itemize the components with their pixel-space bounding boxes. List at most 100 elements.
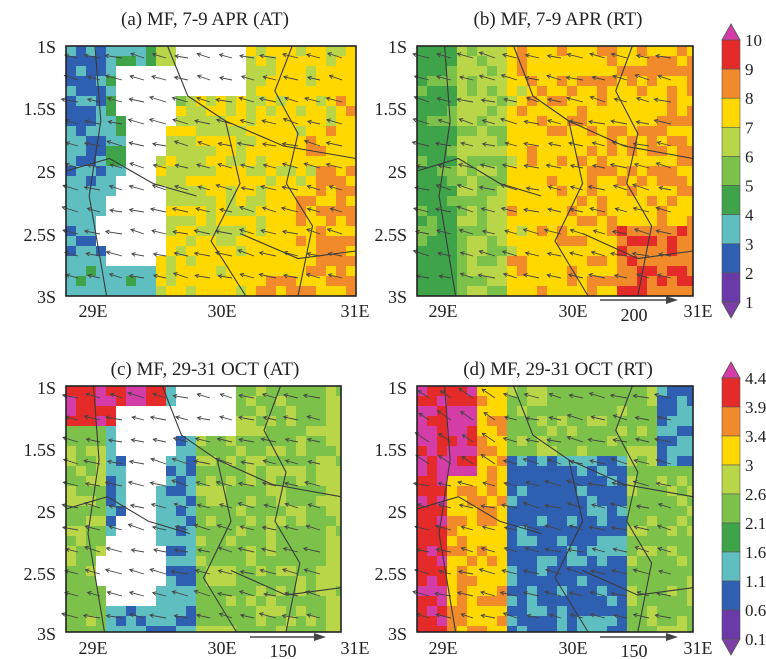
map-cell — [427, 226, 438, 237]
map-cell — [547, 186, 558, 197]
wind-vector — [567, 436, 584, 443]
map-cell — [477, 486, 488, 497]
wind-vector — [305, 591, 321, 597]
wind-vector — [523, 525, 540, 531]
map-cell — [86, 56, 97, 67]
wind-vector — [590, 570, 606, 575]
map-cell — [266, 536, 277, 547]
map-cell — [517, 556, 528, 567]
map-cell — [76, 586, 87, 597]
wind-vector-head — [282, 546, 288, 552]
wind-vector-head — [609, 162, 615, 168]
map-cell — [617, 496, 628, 507]
map-cell — [507, 216, 518, 227]
wind-vector-head — [566, 413, 572, 419]
wind-vector — [570, 208, 584, 213]
wind-vector-head — [589, 569, 595, 574]
map-cell — [296, 286, 307, 297]
map-cell — [116, 606, 127, 617]
map-cell — [467, 66, 478, 77]
map-cell — [156, 256, 167, 267]
map-cell — [266, 76, 277, 87]
map-cell — [276, 156, 287, 167]
wind-vector — [326, 142, 343, 147]
wind-vector — [84, 54, 101, 59]
map-cell — [226, 106, 237, 117]
map-cell — [106, 266, 117, 277]
map-cell — [316, 276, 327, 287]
map-cell — [76, 556, 87, 567]
map-cell — [587, 556, 598, 567]
wind-vector — [591, 416, 606, 421]
map-cell — [617, 276, 628, 287]
wind-vector — [503, 612, 518, 619]
map-cell — [607, 216, 618, 227]
wind-vector — [634, 459, 650, 465]
map-cell — [687, 56, 694, 67]
wind-vector-head — [173, 140, 179, 145]
wind-vector — [459, 76, 474, 81]
wind-vector — [215, 99, 233, 103]
wind-vector-head — [412, 52, 417, 57]
map-cell — [236, 166, 247, 177]
map-cell — [537, 236, 548, 247]
wind-vector-head — [327, 251, 333, 257]
wind-vector-head — [460, 612, 466, 618]
wind-vector-head — [481, 229, 487, 235]
map-cell — [166, 506, 177, 517]
wind-vector — [568, 274, 584, 279]
map-cell — [667, 626, 678, 633]
wind-vector-head — [219, 415, 225, 420]
map-cell — [647, 516, 658, 527]
map-cell — [447, 466, 458, 477]
map-cell — [497, 606, 508, 617]
map-cell — [617, 236, 628, 247]
map-cell — [166, 606, 177, 617]
map-cell — [557, 426, 568, 437]
map-cell — [617, 256, 628, 267]
map-cell — [607, 46, 618, 57]
map-cell — [256, 126, 267, 137]
map-cell — [66, 56, 77, 67]
map-cell — [437, 566, 448, 577]
map-cell — [477, 186, 488, 197]
map-cell — [96, 596, 107, 607]
map-cell — [86, 236, 97, 247]
map-cell — [467, 246, 478, 257]
colorbar-band — [721, 406, 741, 437]
map-cell — [76, 416, 87, 427]
map-cell — [236, 556, 247, 567]
colorbar-tick-label: 2.6 — [745, 485, 766, 504]
wind-vector-head — [499, 117, 505, 123]
map-cell — [537, 516, 548, 527]
map-cell — [236, 216, 247, 227]
map-cell — [557, 596, 568, 607]
wind-vector-head — [524, 75, 530, 81]
wind-vector-head — [302, 393, 308, 399]
map-cell — [66, 606, 77, 617]
map-cell — [316, 576, 327, 587]
map-cell — [116, 156, 127, 167]
map-cell — [557, 576, 568, 587]
map-cell — [246, 256, 257, 267]
wind-vector — [174, 549, 189, 553]
map-cell — [336, 246, 347, 257]
wind-vector-head — [149, 95, 154, 101]
map-cell — [206, 66, 217, 77]
map-cell — [427, 486, 438, 497]
map-cell — [316, 236, 327, 247]
map-cell — [427, 546, 438, 557]
wind-vector — [657, 525, 672, 531]
wind-vector-head — [548, 392, 554, 398]
map-cell — [627, 446, 638, 457]
map-cell — [627, 196, 638, 207]
wind-vector — [196, 97, 211, 103]
map-cell — [206, 576, 217, 587]
map-cell — [457, 566, 468, 577]
map-cell — [236, 86, 247, 97]
map-cell — [687, 426, 694, 437]
wind-vector — [175, 164, 189, 169]
map-cell — [517, 586, 528, 597]
map-cell — [687, 196, 694, 207]
map-cell — [447, 56, 458, 67]
